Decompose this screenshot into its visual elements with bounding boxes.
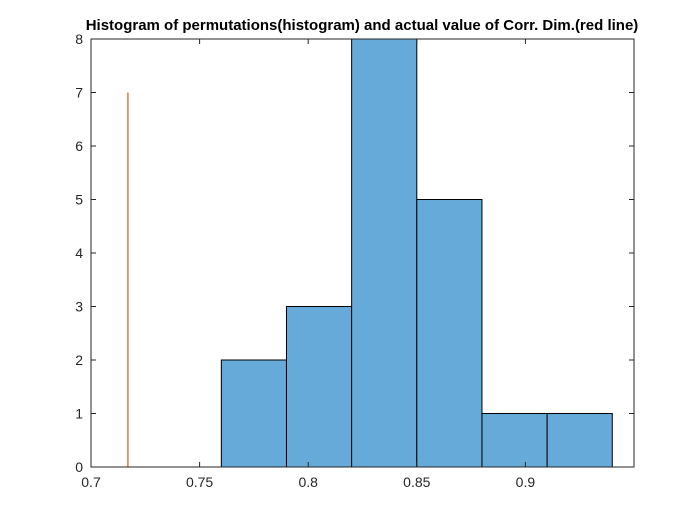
- histogram-bar-1: [220, 359, 287, 468]
- y-tick-label: 2: [75, 352, 83, 368]
- x-tick-label: 0.75: [186, 474, 213, 490]
- y-tick-label: 3: [75, 299, 83, 315]
- y-tick-label: 6: [75, 138, 83, 154]
- histogram-bar-3: [351, 38, 418, 468]
- histogram-bar-2: [285, 306, 353, 468]
- y-tick-label: 7: [75, 85, 83, 101]
- y-tick-label: 1: [75, 406, 83, 422]
- y-tick-label: 8: [75, 31, 83, 47]
- x-tick-label: 0.8: [298, 474, 318, 490]
- chart-title: Histogram of permutations(histogram) and…: [86, 17, 639, 34]
- x-tick-label: 0.7: [81, 474, 101, 490]
- histogram-bar-4: [416, 199, 483, 468]
- bars-layer: [220, 38, 613, 468]
- y-tick-label: 0: [75, 459, 83, 475]
- y-tick-label: 5: [75, 192, 83, 208]
- x-tick-label: 0.85: [403, 474, 430, 490]
- histogram-bar-6: [546, 413, 613, 468]
- histogram-bar-5: [481, 413, 548, 468]
- ticks-layer: 0.7 0.75 0.8 0.85 0.9 0 1 2 3 4 5 6 7 8: [75, 31, 634, 490]
- y-tick-label: 4: [75, 245, 83, 261]
- x-tick-label: 0.9: [516, 474, 536, 490]
